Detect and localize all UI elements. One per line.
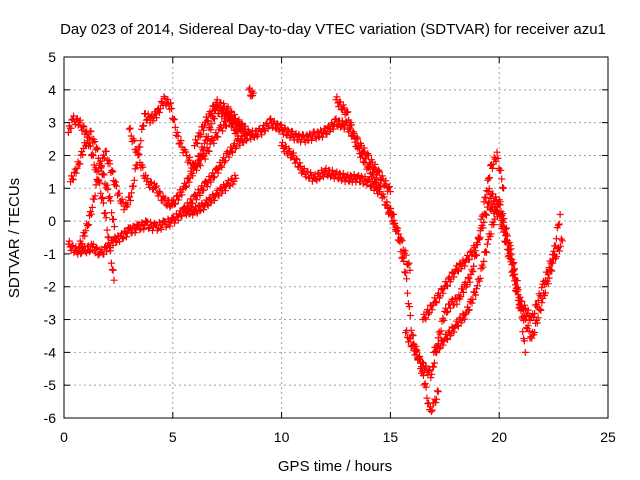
x-tick-label: 15 [383,429,399,445]
x-tick-label: 5 [169,429,177,445]
series-arc-i [278,139,383,198]
y-tick-label: 0 [48,213,56,229]
series-markers [484,185,566,342]
y-tick-label: 3 [48,115,56,131]
y-tick-label: -6 [44,410,57,426]
series-arc-o [484,185,566,342]
series-arc-h [245,84,257,100]
series-markers [67,127,120,245]
series-markers [191,96,249,150]
y-tick-label: 2 [48,147,56,163]
y-tick-label: 1 [48,180,56,196]
series-arc-c [67,127,120,245]
series-markers [402,148,508,382]
y-tick-label: -1 [44,246,57,262]
y-tick-label: -3 [44,312,57,328]
x-tick-label: 20 [491,429,507,445]
series-arc-l [402,148,508,382]
y-tick-label: 5 [48,49,56,65]
series-arc-f [180,171,240,219]
series-arc-k [382,198,442,415]
x-tick-label: 0 [60,429,68,445]
series-markers [245,84,257,100]
series-arc-d [75,93,242,251]
y-tick-label: -2 [44,279,57,295]
tick-labels: 0 5 10 15 20 25 -6 -5 -4 -3 -2 -1 0 1 2 3 4 5 [44,49,616,445]
grid-lines [64,57,608,418]
series-markers [75,93,242,251]
plot-frame [63,56,609,419]
x-tick-label: 25 [600,429,616,445]
y-tick-label: -5 [44,377,57,393]
series-markers [278,139,383,198]
chart-title: Day 023 of 2014, Sidereal Day-to-day VTE… [60,21,606,38]
series-markers [382,198,442,415]
axis-ticks [63,56,609,419]
y-axis-label: SDTVAR / TECUs [6,178,23,298]
x-tick-label: 10 [274,429,290,445]
series-markers [180,171,240,219]
x-axis-label: GPS time / hours [278,458,392,475]
series-arc-g [191,96,249,150]
y-tick-label: -4 [44,344,57,360]
data-points [64,84,566,415]
y-tick-label: 4 [48,82,56,98]
